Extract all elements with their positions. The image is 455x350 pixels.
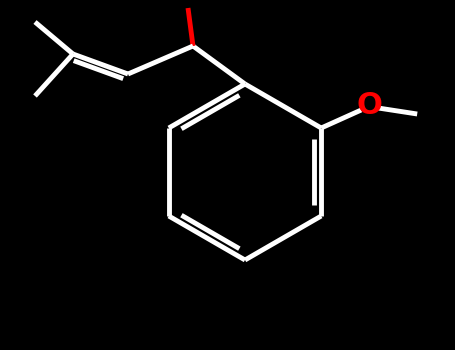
Text: OH: OH: [127, 0, 178, 4]
Text: O: O: [356, 91, 382, 120]
